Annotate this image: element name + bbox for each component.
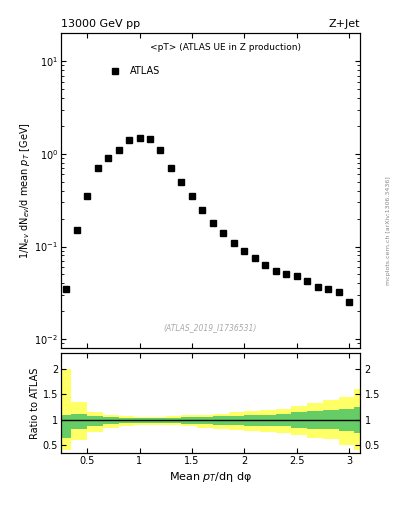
Y-axis label: Ratio to ATLAS: Ratio to ATLAS bbox=[30, 368, 40, 439]
Text: <pT> (ATLAS UE in Z production): <pT> (ATLAS UE in Z production) bbox=[150, 42, 301, 52]
Text: (ATLAS_2019_I1736531): (ATLAS_2019_I1736531) bbox=[163, 324, 257, 332]
Text: mcplots.cern.ch [arXiv:1306.3436]: mcplots.cern.ch [arXiv:1306.3436] bbox=[386, 176, 391, 285]
Text: Z+Jet: Z+Jet bbox=[328, 18, 360, 29]
X-axis label: Mean $p_T$/dη dφ: Mean $p_T$/dη dφ bbox=[169, 470, 252, 484]
Text: ATLAS: ATLAS bbox=[130, 66, 160, 76]
Text: 13000 GeV pp: 13000 GeV pp bbox=[61, 18, 140, 29]
Y-axis label: 1/N$_{ev}$ dN$_{ev}$/d mean $p_T$ [GeV]: 1/N$_{ev}$ dN$_{ev}$/d mean $p_T$ [GeV] bbox=[18, 122, 31, 259]
